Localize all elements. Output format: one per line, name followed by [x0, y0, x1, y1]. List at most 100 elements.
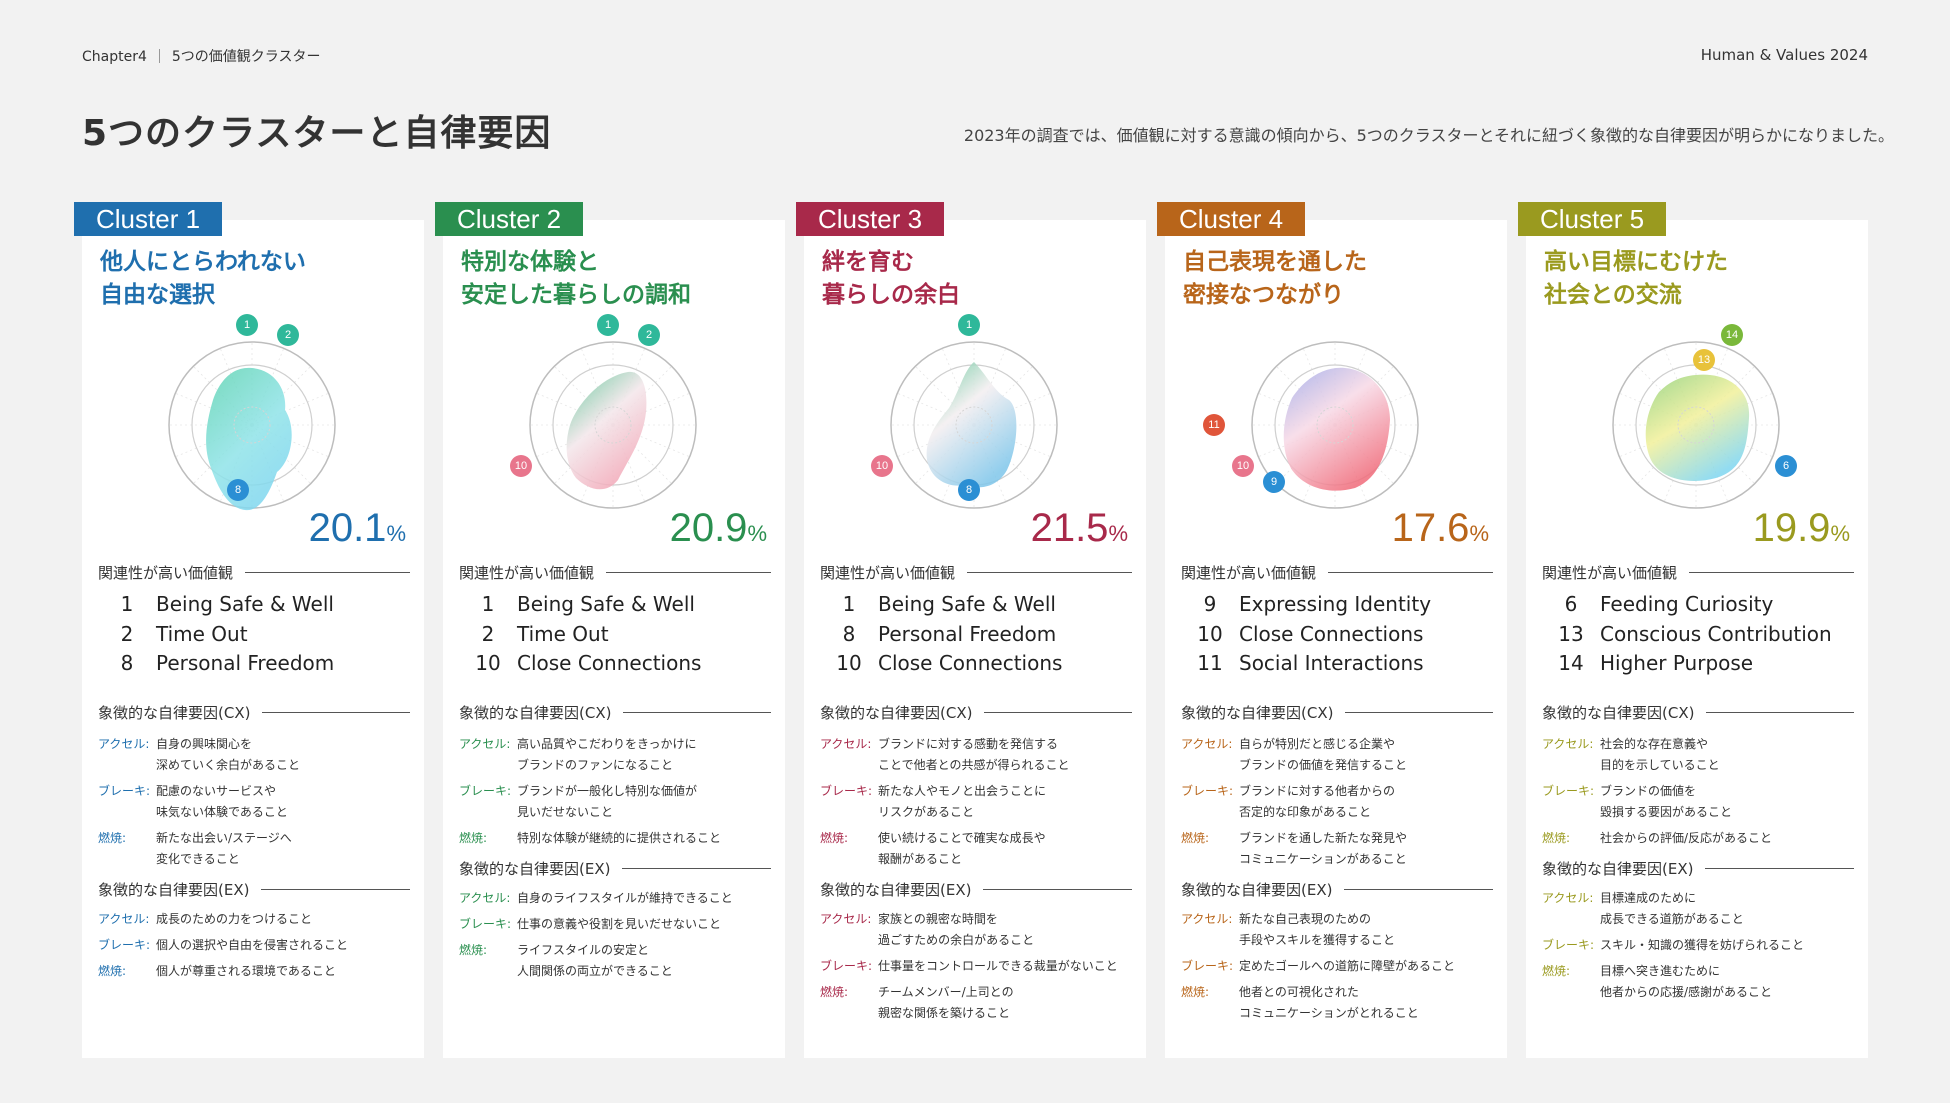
factor-item: 燃焼: 特別な体験が継続的に提供されること	[459, 828, 777, 849]
factor-label: 燃焼:	[820, 985, 849, 999]
brand-label: Human & Values 2024	[1700, 46, 1868, 64]
radar-inner-ring	[1316, 406, 1354, 444]
value-number: 8	[842, 621, 856, 646]
factor-item: 燃焼: 個人が尊重される環境であること	[98, 961, 416, 982]
values-list: 9 Expressing Identity 10 Close Connectio…	[1181, 592, 1431, 681]
factor-text: 個人が尊重される環境であること	[156, 964, 336, 978]
factor-label: ブレーキ:	[820, 959, 873, 973]
factor-item: アクセル: 目標達成のために 成長できる道筋があること	[1542, 888, 1860, 930]
values-heading: 関連性が高い価値観	[98, 562, 410, 583]
headline-line: 他人にとらわれない	[100, 249, 306, 275]
value-number: 6	[1564, 592, 1578, 616]
value-name: Personal Freedom	[878, 621, 1057, 646]
factor-label: 燃焼:	[459, 943, 488, 957]
factor-item: アクセル: 成長のための力をつけること	[98, 909, 416, 930]
value-number: 1	[481, 592, 495, 616]
value-name: Personal Freedom	[156, 651, 335, 675]
percentage-value: 20.1	[308, 506, 387, 550]
value-number: 9	[1203, 592, 1217, 616]
factor-item: ブレーキ: ブランドの価値を 毀損する要因があること	[1542, 781, 1860, 823]
factor-item: アクセル: 自身の興味関心を 深めていく余白があること	[98, 734, 416, 776]
radar-chart	[1251, 341, 1419, 509]
factor-text: 成長のための力をつけること	[156, 912, 313, 926]
value-number: 10	[836, 651, 862, 675]
ex-factors: アクセル: 成長のための力をつけること ブレーキ: 個人の選択や自由を侵害される…	[98, 909, 416, 987]
value-item: 10 Close Connections	[1181, 622, 1431, 652]
headline-line: 高い目標にむけた	[1544, 249, 1728, 275]
value-marker: 1	[597, 314, 619, 336]
cx-heading: 象徴的な自律要因(CX)	[1181, 702, 1493, 723]
radar-chart	[168, 341, 336, 511]
radar-outer-ring	[1251, 341, 1419, 509]
factor-item: アクセル: ブランドに対する感動を発信する ことで他者との共感が得られること	[820, 734, 1138, 776]
cluster-percentage: 20.1%	[309, 506, 406, 551]
value-marker: 1	[236, 314, 258, 336]
percentage-unit: %	[747, 521, 767, 546]
cx-heading: 象徴的な自律要因(CX)	[98, 702, 410, 723]
factor-item: ブレーキ: 定めたゴールへの道筋に障壁があること	[1181, 956, 1499, 977]
values-list: 1 Being Safe & Well 2 Time Out 8 Persona…	[98, 592, 335, 681]
ex-heading: 象徴的な自律要因(EX)	[1542, 858, 1854, 879]
value-name: Time Out	[517, 621, 609, 646]
value-marker: 6	[1775, 455, 1797, 477]
factor-text: ブランドに対する他者からの 否定的な印象があること	[1239, 784, 1396, 819]
factor-label: ブレーキ:	[1181, 784, 1234, 798]
factor-item: ブレーキ: 新たな人やモノと出会うことに リスクがあること	[820, 781, 1138, 823]
value-marker: 9	[1263, 471, 1285, 493]
headline-line: 安定した暮らしの調和	[461, 282, 691, 308]
factor-label: ブレーキ:	[1542, 784, 1595, 798]
factor-item: ブレーキ: 個人の選択や自由を侵害されること	[98, 935, 416, 956]
value-item: 10 Close Connections	[459, 651, 701, 681]
factor-text: 目標達成のために 成長できる道筋があること	[1600, 891, 1744, 926]
factor-label: ブレーキ:	[1542, 938, 1595, 952]
radar-chart	[890, 341, 1058, 509]
factor-text: 仕事量をコントロールできる裁量がないこと	[878, 959, 1118, 973]
factor-label: 燃焼:	[1542, 964, 1571, 978]
factor-item: 燃焼: ブランドを通した新たな発見や コミュニケーションがあること	[1181, 828, 1499, 870]
values-heading: 関連性が高い価値観	[1181, 562, 1493, 583]
page-title: 5つのクラスターと自律要因	[82, 113, 552, 154]
factor-item: アクセル: 家族との親密な時間を 過ごすための余白があること	[820, 909, 1138, 951]
value-name: Being Safe & Well	[156, 592, 334, 616]
cluster-tag: Cluster 2	[435, 202, 584, 236]
ex-heading: 象徴的な自律要因(EX)	[459, 858, 771, 879]
headline-line: 自己表現を通した	[1183, 249, 1367, 275]
factor-text: 自身のライフスタイルが維持できること	[517, 891, 733, 905]
ex-factors: アクセル: 自身のライフスタイルが維持できること ブレーキ: 仕事の意義や役割を…	[459, 888, 777, 987]
headline-line: 絆を育む	[822, 249, 914, 275]
radar-shape	[1645, 374, 1750, 481]
factor-label: アクセル:	[98, 912, 150, 926]
factor-text: 社会的な存在意義や 目的を示していること	[1600, 737, 1720, 772]
value-number: 13	[1558, 621, 1584, 646]
value-marker: 2	[277, 324, 299, 346]
factor-text: ブランドの価値を 毀損する要因があること	[1600, 784, 1733, 819]
ex-heading: 象徴的な自律要因(EX)	[820, 879, 1132, 900]
factor-item: 燃焼: 目標へ突き進むために 他者からの応援/感謝があること	[1542, 961, 1860, 1003]
factor-text: 自らが特別だと感じる企業や ブランドの価値を発信すること	[1239, 737, 1408, 772]
cx-heading: 象徴的な自律要因(CX)	[459, 702, 771, 723]
ex-factors: アクセル: 家族との親密な時間を 過ごすための余白があること ブレーキ: 仕事量…	[820, 909, 1138, 1029]
value-name: Close Connections	[1239, 621, 1424, 646]
value-name: Close Connections	[878, 651, 1063, 675]
value-number: 14	[1558, 651, 1584, 675]
value-number: 2	[120, 621, 134, 646]
value-name: Being Safe & Well	[517, 592, 695, 616]
factor-text: 家族との親密な時間を 過ごすための余白があること	[878, 912, 1035, 947]
factor-item: 燃焼: 使い続けることで確実な成長や 報酬があること	[820, 828, 1138, 870]
value-marker: 8	[958, 479, 980, 501]
factor-label: 燃焼:	[98, 964, 127, 978]
value-marker: 13	[1693, 349, 1715, 371]
factor-label: ブレーキ:	[459, 784, 512, 798]
value-item: 8 Personal Freedom	[98, 651, 335, 681]
factor-item: アクセル: 自らが特別だと感じる企業や ブランドの価値を発信すること	[1181, 734, 1499, 776]
factor-text: 特別な体験が継続的に提供されること	[517, 831, 722, 845]
percentage-unit: %	[1108, 521, 1128, 546]
value-number: 11	[1197, 651, 1223, 675]
factor-label: ブレーキ:	[98, 784, 151, 798]
factor-text: 社会からの評価/反応があること	[1600, 831, 1773, 845]
headline-line: 特別な体験と	[461, 249, 599, 275]
cluster-percentage: 17.6%	[1392, 506, 1489, 551]
value-item: 2 Time Out	[459, 622, 701, 652]
breadcrumb-divider	[158, 49, 160, 63]
